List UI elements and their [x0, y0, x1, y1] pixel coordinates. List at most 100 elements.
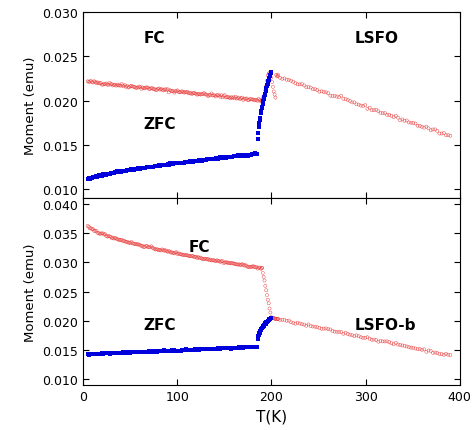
Point — [151, 163, 158, 170]
Point — [180, 347, 187, 353]
Point — [206, 157, 214, 163]
Point — [89, 80, 97, 87]
Point — [331, 329, 338, 335]
Point — [110, 82, 118, 89]
Point — [266, 70, 273, 77]
Point — [112, 83, 120, 90]
Point — [172, 249, 179, 256]
Point — [220, 345, 228, 352]
Point — [86, 225, 94, 232]
Point — [342, 96, 349, 103]
Point — [151, 246, 158, 253]
Point — [156, 87, 164, 94]
Point — [153, 87, 161, 94]
Point — [442, 350, 450, 357]
Point — [215, 155, 223, 162]
Point — [217, 94, 224, 101]
Point — [197, 346, 204, 353]
Point — [85, 351, 93, 358]
Point — [152, 163, 160, 170]
Point — [117, 83, 124, 90]
Point — [113, 237, 121, 243]
Point — [374, 338, 382, 345]
Point — [213, 92, 221, 99]
Point — [276, 75, 284, 82]
Point — [346, 98, 354, 105]
Point — [414, 346, 421, 353]
Point — [196, 255, 203, 262]
Point — [189, 90, 197, 97]
Point — [262, 88, 269, 95]
Point — [142, 165, 149, 172]
Point — [155, 86, 163, 93]
Point — [254, 98, 261, 105]
Point — [255, 333, 262, 340]
Point — [318, 89, 325, 95]
Point — [237, 344, 244, 351]
Point — [401, 118, 408, 125]
Point — [106, 80, 113, 87]
Point — [263, 83, 271, 90]
Point — [263, 83, 270, 90]
Point — [141, 244, 148, 251]
Point — [383, 112, 391, 119]
Point — [122, 168, 129, 175]
Point — [101, 172, 109, 178]
Point — [182, 89, 189, 96]
Text: ZFC: ZFC — [143, 116, 176, 131]
Point — [274, 74, 282, 80]
Point — [411, 345, 419, 352]
Point — [224, 259, 232, 266]
Point — [200, 346, 207, 353]
Point — [431, 127, 439, 134]
Point — [392, 340, 400, 347]
Point — [138, 166, 146, 172]
Point — [159, 88, 167, 95]
Point — [223, 95, 231, 101]
Text: LSFO: LSFO — [354, 31, 398, 46]
Point — [157, 86, 165, 93]
Point — [396, 342, 404, 349]
Point — [151, 86, 158, 93]
Point — [175, 250, 182, 257]
Point — [407, 120, 415, 127]
Point — [256, 328, 264, 335]
Point — [140, 86, 147, 92]
Point — [281, 76, 288, 83]
Point — [208, 91, 215, 98]
Point — [145, 244, 153, 251]
Point — [405, 120, 413, 126]
Point — [390, 341, 397, 348]
Point — [104, 82, 111, 89]
Point — [248, 152, 256, 159]
Point — [258, 98, 266, 104]
Point — [168, 162, 175, 169]
Point — [184, 347, 191, 353]
Point — [105, 233, 112, 240]
Point — [242, 344, 249, 351]
Point — [309, 86, 317, 93]
Point — [121, 168, 128, 175]
Point — [150, 246, 157, 252]
Point — [198, 255, 205, 262]
Point — [193, 346, 201, 353]
Point — [259, 270, 266, 276]
Point — [156, 348, 164, 355]
Point — [232, 345, 240, 352]
Point — [104, 233, 111, 240]
Point — [182, 252, 190, 259]
Point — [301, 83, 308, 89]
Point — [163, 88, 170, 95]
Point — [141, 86, 148, 92]
Point — [248, 264, 256, 270]
Point — [214, 258, 222, 265]
Point — [258, 105, 265, 112]
Point — [104, 171, 111, 178]
Point — [322, 90, 330, 97]
Point — [167, 249, 175, 256]
Point — [329, 328, 337, 335]
Point — [97, 80, 105, 87]
Point — [237, 262, 245, 269]
Point — [157, 247, 165, 254]
Point — [368, 336, 375, 343]
